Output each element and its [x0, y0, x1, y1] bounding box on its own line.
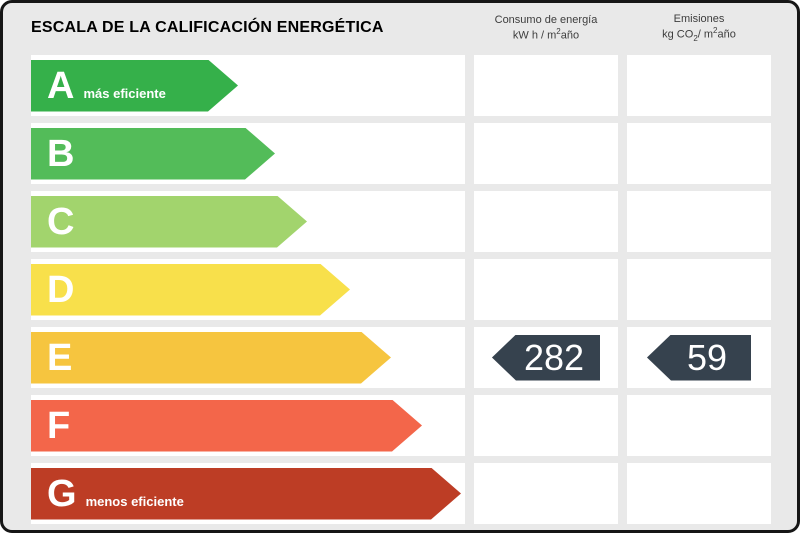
consumo-cell-c [474, 191, 618, 252]
rating-letter-b: B [47, 132, 75, 175]
emisiones-cell-d [627, 259, 771, 320]
consumo-header-label: Consumo de energía [494, 13, 598, 26]
rating-row-e: E 282 59 [31, 327, 797, 388]
rating-letter-f: F [47, 404, 71, 447]
consumo-cell-d [474, 259, 618, 320]
consumo-unit-pre: kW h / m [512, 29, 557, 42]
rating-sublabel-g: menos eficiente [85, 494, 184, 509]
emisiones-value-tag: 59 [646, 334, 752, 381]
rating-arrow-b: B [31, 128, 275, 180]
consumo-cell-e: 282 [474, 327, 618, 388]
rating-strip-f: F [31, 395, 465, 456]
rating-row-d: D [31, 259, 797, 320]
rating-row-c: C [31, 191, 797, 252]
consumo-cell-f [474, 395, 618, 456]
emisiones-cell-f [627, 395, 771, 456]
rating-arrow-c: C [31, 196, 307, 248]
consumo-header-units: kW h / m2año [474, 27, 618, 43]
emisiones-header-label: Emisiones [673, 12, 725, 25]
consumo-column-header: Consumo de energía kW h / m2año [474, 13, 618, 43]
emisiones-unit-post: año [717, 28, 736, 41]
emisiones-cell-e: 59 [627, 327, 771, 388]
emisiones-cell-a [627, 55, 771, 116]
consumo-cell-g [474, 463, 618, 524]
rating-letter-g: G [47, 472, 77, 515]
rating-strip-c: C [31, 191, 465, 252]
emisiones-unit-sup: 2 [713, 26, 718, 36]
rating-strip-d: D [31, 259, 465, 320]
emisiones-unit-mid: / m [697, 28, 714, 41]
emisiones-cell-b [627, 123, 771, 184]
page-title: ESCALA DE LA CALIFICACIÓN ENERGÉTICA [31, 19, 384, 36]
consumo-unit-post: año [560, 29, 580, 42]
emisiones-column-header: Emisiones kg CO2/ m2año [627, 12, 771, 45]
rating-arrow-e: E [31, 332, 391, 384]
rating-sublabel-a: más eficiente [83, 86, 166, 101]
consumo-unit-sup: 2 [556, 27, 561, 37]
consumo-cell-a [474, 55, 618, 116]
rating-letter-d: D [47, 268, 75, 311]
emisiones-header-units: kg CO2/ m2año [627, 26, 771, 44]
rating-strip-b: B [31, 123, 465, 184]
rating-row-b: B [31, 123, 797, 184]
rating-letter-e: E [47, 336, 73, 379]
emisiones-unit-pre: kg CO [662, 28, 694, 41]
emisiones-cell-g [627, 463, 771, 524]
rating-arrow-d: D [31, 264, 350, 316]
consumo-cell-b [474, 123, 618, 184]
rating-letter-c: C [47, 200, 75, 243]
rating-arrow-f: F [31, 400, 422, 452]
rating-strip-e: E [31, 327, 465, 388]
rating-row-f: F [31, 395, 797, 456]
emisiones-unit-sub: 2 [693, 33, 698, 43]
emisiones-cell-c [627, 191, 771, 252]
consumo-value-tag: 282 [491, 334, 601, 381]
header: ESCALA DE LA CALIFICACIÓN ENERGÉTICA Con… [3, 3, 797, 53]
rating-letter-a: A [47, 64, 75, 107]
